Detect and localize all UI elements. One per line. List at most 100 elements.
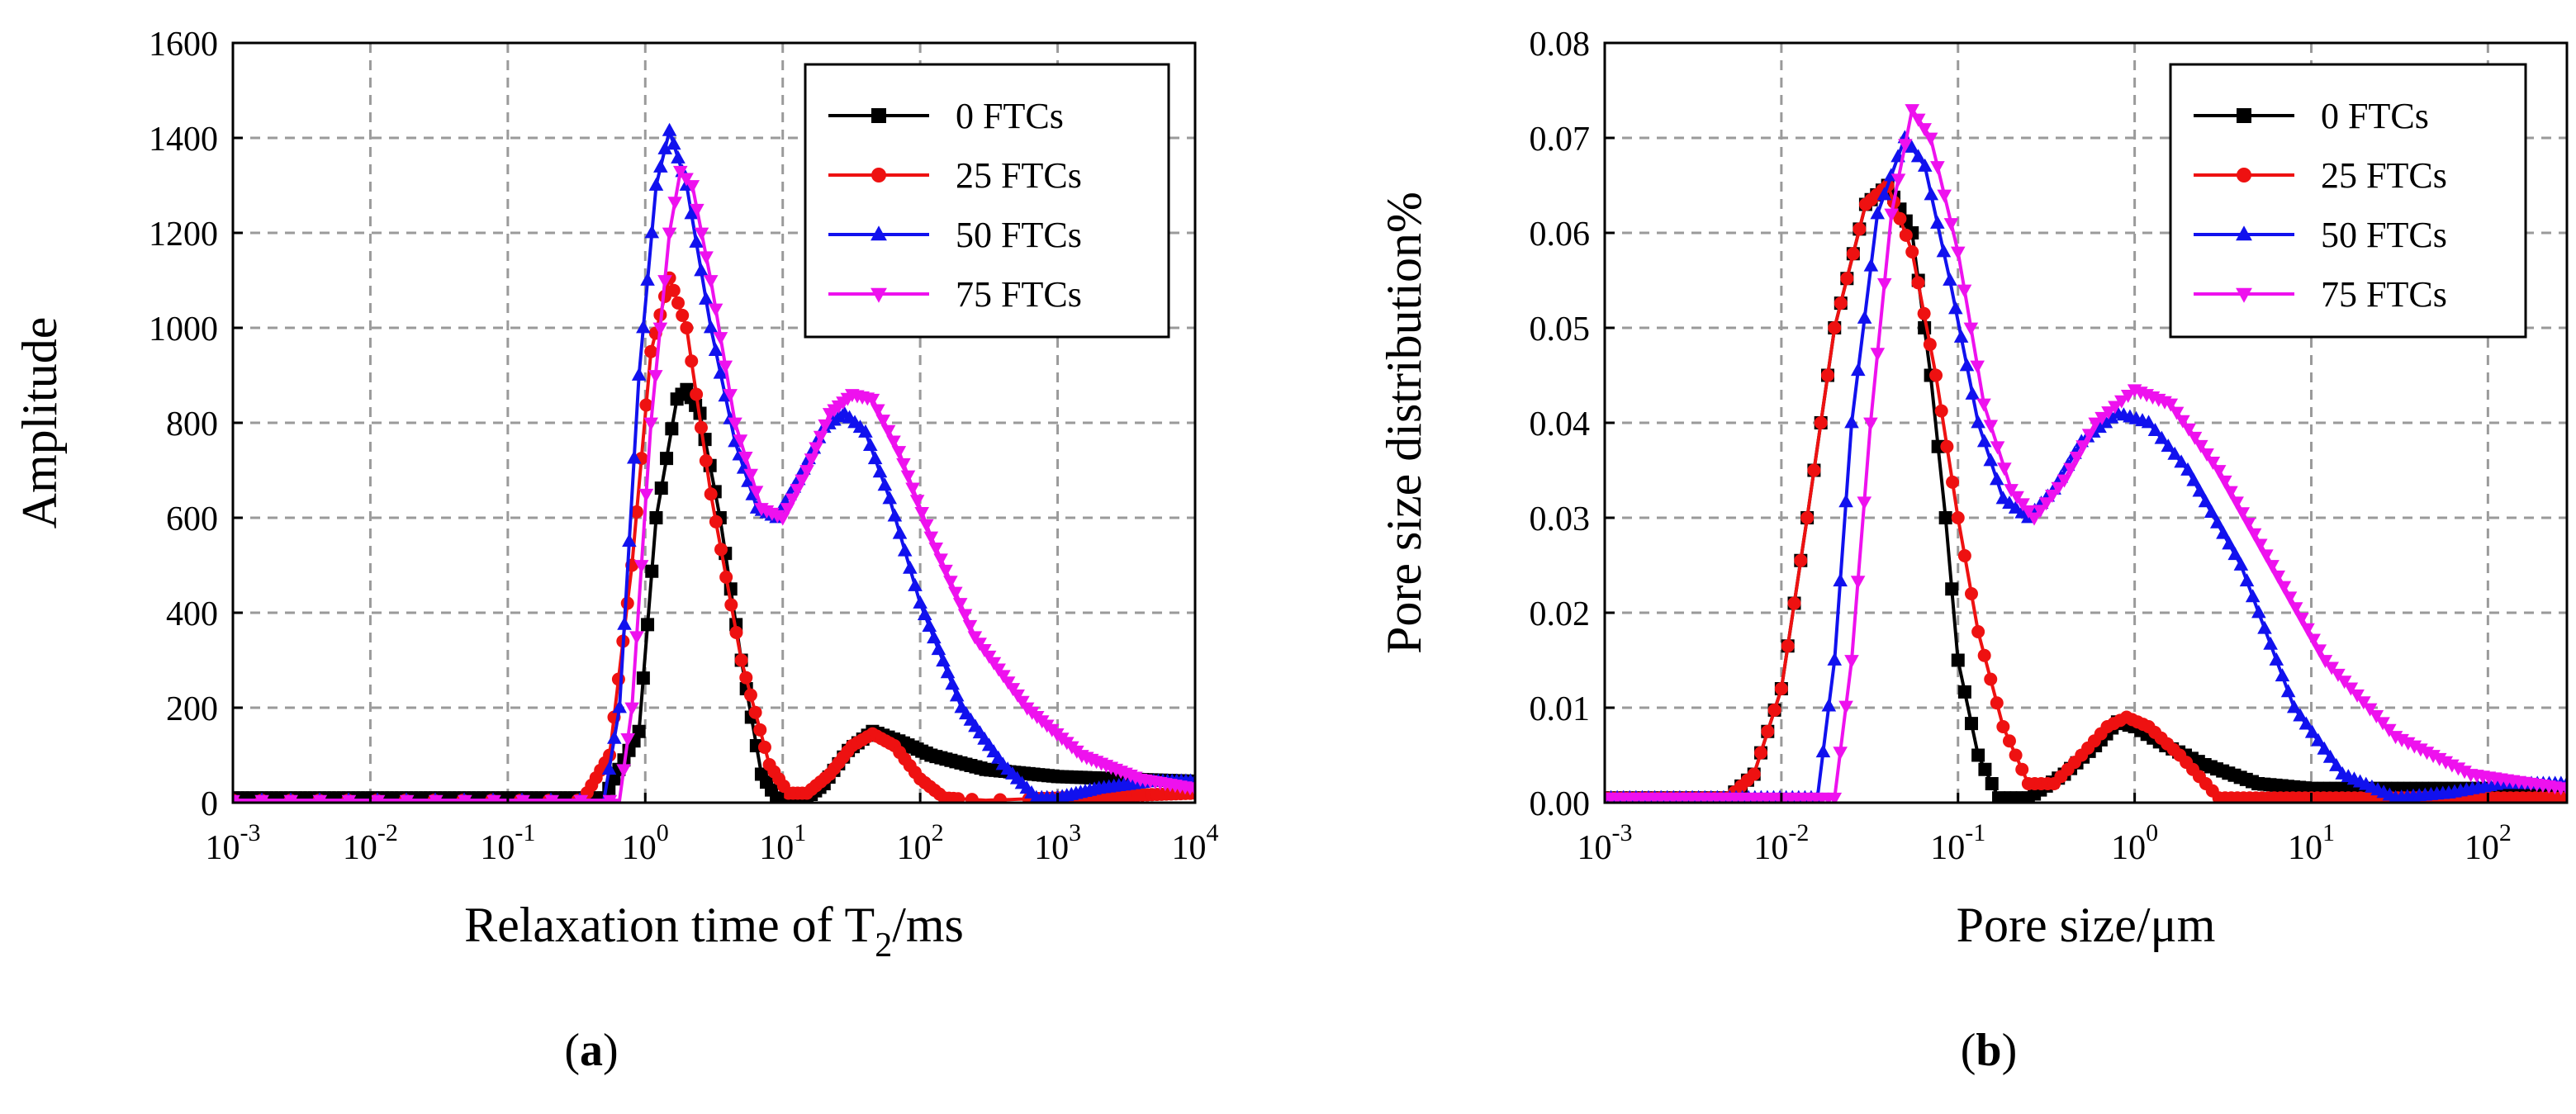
data-point bbox=[2169, 406, 2185, 420]
data-point bbox=[2259, 549, 2274, 563]
data-point bbox=[636, 671, 650, 685]
data-point bbox=[2192, 483, 2208, 497]
data-point bbox=[2204, 505, 2219, 519]
data-point bbox=[1754, 746, 1768, 760]
data-point bbox=[1940, 439, 1954, 453]
data-point bbox=[2381, 723, 2397, 737]
data-point bbox=[909, 495, 925, 509]
data-point bbox=[891, 446, 907, 460]
data-point bbox=[2101, 406, 2116, 420]
y-tick-label: 0.07 bbox=[1530, 121, 1591, 159]
data-point bbox=[641, 618, 655, 632]
data-point bbox=[2265, 560, 2279, 574]
data-point bbox=[858, 424, 873, 438]
data-point bbox=[1943, 218, 1959, 232]
data-point bbox=[2198, 494, 2213, 508]
data-point bbox=[2222, 536, 2237, 550]
data-point bbox=[699, 454, 713, 467]
data-point bbox=[2288, 602, 2303, 616]
data-point bbox=[341, 794, 357, 803]
data-point bbox=[2263, 636, 2278, 650]
data-point bbox=[612, 699, 627, 713]
data-point bbox=[1930, 161, 1945, 175]
data-point bbox=[2186, 472, 2201, 486]
data-point bbox=[886, 435, 901, 449]
data-point bbox=[887, 508, 903, 522]
data-point bbox=[2280, 684, 2296, 698]
data-point bbox=[1976, 398, 1991, 412]
data-point bbox=[1800, 511, 1815, 524]
data-point bbox=[2251, 604, 2266, 619]
data-point bbox=[1957, 284, 1972, 298]
data-point bbox=[1905, 104, 1920, 118]
data-point bbox=[892, 525, 908, 539]
data-point bbox=[2241, 517, 2256, 531]
data-point bbox=[694, 420, 708, 434]
data-point bbox=[728, 417, 742, 431]
data-point bbox=[2269, 652, 2284, 666]
data-point bbox=[2120, 390, 2136, 404]
data-point bbox=[1870, 348, 1886, 362]
data-point bbox=[2015, 762, 2029, 776]
data-point bbox=[2324, 661, 2339, 676]
data-point bbox=[1834, 296, 1848, 310]
data-point bbox=[914, 507, 929, 521]
data-point bbox=[875, 415, 891, 429]
legend-label: 50 FTCs bbox=[956, 215, 1082, 255]
data-point bbox=[813, 430, 828, 444]
data-point bbox=[1997, 462, 2012, 476]
data-point bbox=[2181, 423, 2196, 437]
data-point bbox=[1815, 744, 1831, 758]
data-point bbox=[945, 676, 960, 690]
data-point bbox=[1884, 208, 1899, 222]
data-point bbox=[1820, 368, 1834, 382]
data-point bbox=[993, 793, 1007, 803]
data-point bbox=[233, 794, 240, 803]
data-point bbox=[2199, 448, 2214, 462]
data-point bbox=[931, 642, 946, 656]
data-point bbox=[965, 793, 979, 803]
data-point bbox=[2180, 462, 2195, 476]
data-point bbox=[2375, 717, 2390, 731]
data-point bbox=[962, 619, 978, 633]
data-point bbox=[649, 511, 663, 524]
data-point bbox=[1917, 123, 1932, 137]
y-tick-label: 0.02 bbox=[1530, 595, 1591, 633]
data-point bbox=[1983, 420, 1999, 434]
data-point bbox=[2004, 484, 2019, 498]
data-point bbox=[753, 723, 767, 737]
data-point bbox=[2076, 440, 2090, 454]
data-point bbox=[708, 303, 723, 317]
data-point bbox=[903, 560, 918, 574]
data-point bbox=[1833, 573, 1848, 587]
x-tick-label: 104 bbox=[1172, 819, 1219, 867]
data-point bbox=[638, 488, 654, 502]
data-point bbox=[679, 173, 694, 187]
data-point bbox=[1844, 415, 1859, 429]
data-point bbox=[741, 473, 756, 487]
data-point bbox=[2009, 748, 2023, 762]
panel-b-chart: 10-3 10-2 10-1 100 101 102 0.00 0.01 0.02 0.03 0.0… bbox=[1377, 26, 2569, 952]
legend-entry: 75 FTCs bbox=[828, 274, 1082, 315]
data-point bbox=[2161, 438, 2176, 453]
data-point bbox=[1821, 698, 1837, 712]
data-point bbox=[666, 136, 681, 150]
data-point bbox=[2252, 538, 2268, 552]
data-point bbox=[648, 177, 664, 191]
legend-marker bbox=[2237, 108, 2251, 123]
data-point bbox=[2276, 581, 2292, 595]
y-tick-label: 0.06 bbox=[1530, 216, 1591, 254]
x-tick-label: 100 bbox=[622, 819, 669, 867]
x-tick-label: 102 bbox=[2465, 819, 2512, 867]
data-point bbox=[671, 296, 685, 310]
data-point bbox=[1970, 360, 1985, 374]
data-point bbox=[1833, 747, 1848, 761]
data-point bbox=[880, 424, 896, 438]
legend: 0 FTCs 25 FTCs 50 FTCs 75 FTCs bbox=[804, 63, 1170, 339]
data-point bbox=[680, 321, 694, 334]
legend-marker bbox=[2236, 225, 2252, 241]
y-tick-label: 0.03 bbox=[1530, 500, 1591, 538]
data-point bbox=[1876, 187, 1892, 201]
data-point bbox=[671, 149, 686, 164]
data-point bbox=[2322, 749, 2338, 763]
